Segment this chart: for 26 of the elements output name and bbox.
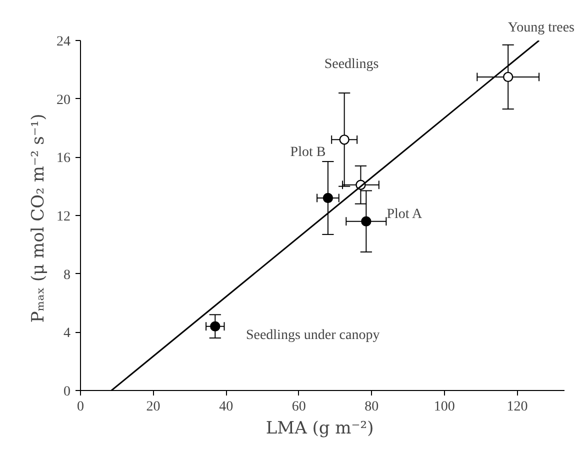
point (339, 134, 350, 145)
x-tick-label: 80 (364, 400, 379, 414)
text: Young trees (508, 20, 575, 36)
x-tick-label: 20 (146, 400, 160, 414)
point (502, 72, 514, 82)
y-tick-label: 8 (64, 268, 70, 283)
x-axis-title: LMA (g m⁻²) (266, 418, 374, 438)
annotation: Plot B (290, 145, 326, 160)
point (361, 216, 372, 226)
point (210, 321, 220, 332)
x-tick-label: 120 (506, 400, 528, 414)
x-tick-label: 0 (77, 400, 84, 414)
y-tick-label: 0 (64, 384, 70, 400)
annotation: Seedlings under canopy (246, 328, 380, 343)
y-tick-label: 4 (64, 326, 70, 342)
point (322, 192, 334, 204)
x-tick-label: 40 (219, 400, 234, 414)
x-tick-label: 60 (292, 400, 306, 414)
y-axis-title: Pₘₐₓ (μ mol CO₂ m⁻² s⁻¹) (28, 114, 48, 323)
y-tick-label: 12 (56, 210, 70, 224)
x-tick-label: 100 (434, 400, 455, 414)
annotation: Seedlings (324, 57, 379, 72)
annotation: Plot A (386, 207, 423, 222)
y-tick-label: 16 (56, 151, 70, 166)
y-tick-label: 24 (56, 34, 70, 50)
y-tick-label: 20 (56, 92, 70, 108)
